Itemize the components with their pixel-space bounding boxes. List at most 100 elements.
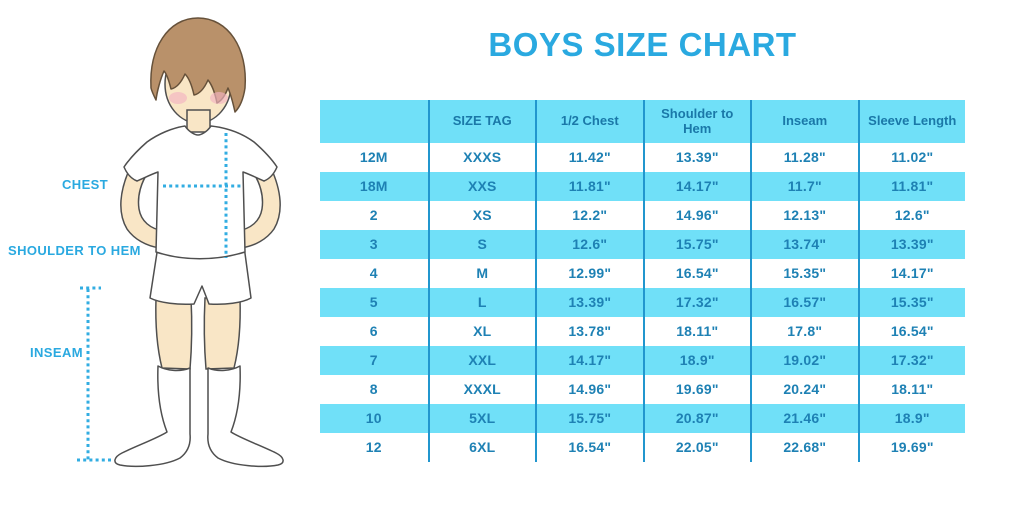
table-cell: 12M (359, 149, 388, 166)
table-cell: 18M (359, 178, 388, 195)
table-cell: 22.68" (750, 433, 858, 462)
table-cell: 18.9" (857, 404, 966, 433)
right-sock-shape (207, 365, 284, 468)
shorts-shape (149, 245, 252, 305)
table-cell: 10 (365, 410, 382, 427)
table-cell: 12.2" (535, 201, 643, 230)
table-row: 12 6XL 16.54" 22.05" 22.68" 19.69" (320, 433, 965, 462)
hair-shape (150, 17, 247, 113)
table-row: 3 S 12.6" 15.75" 13.74" 13.39" (320, 230, 965, 259)
table-row: 8 XXXL 14.96" 19.69" 20.24" 18.11" (320, 375, 965, 404)
table-cell: 19.69" (642, 375, 751, 404)
left-leg-shape (155, 297, 193, 370)
table-cell: 15.75" (642, 230, 751, 259)
right-leg-shape (203, 297, 241, 370)
table-row: 12M XXXS 11.42" 13.39" 11.28" 11.02" (320, 143, 965, 172)
table-cell: 18.9" (642, 346, 751, 375)
table-cell: 3 (369, 236, 378, 253)
table-cell: 20.87" (642, 404, 751, 433)
table-cell: 15.35" (857, 288, 966, 317)
table-cell: 16.54" (535, 433, 643, 462)
table-cell: 11.7" (750, 172, 858, 201)
table-cell: 18.11" (642, 317, 751, 346)
table-cell: 12.6" (535, 230, 643, 259)
table-cell: 7 (369, 352, 378, 369)
table-cell: 8 (369, 381, 378, 398)
table-cell: 16.54" (642, 259, 751, 288)
table-cell: 11.81" (857, 172, 966, 201)
shoulder-to-hem-label: SHOULDER TO HEM (8, 243, 141, 258)
table-cell: XL (427, 317, 536, 346)
tshirt-shape (123, 125, 278, 260)
table-row: 18M XXS 11.81" 14.17" 11.7" 11.81" (320, 172, 965, 201)
table-cell: 14.17" (857, 259, 966, 288)
table-cell: 14.96" (535, 375, 643, 404)
left-cheek-blush (169, 92, 187, 104)
table-row: 6 XL 13.78" 18.11" 17.8" 16.54" (320, 317, 965, 346)
table-cell: 14.17" (535, 346, 643, 375)
measurement-figure: CHEST SHOULDER TO HEM INSEAM (0, 0, 320, 512)
table-cell: 19.69" (857, 433, 966, 462)
table-cell: 17.32" (642, 288, 751, 317)
table-cell: 17.8" (750, 317, 858, 346)
table-row: 5 L 13.39" 17.32" 16.57" 15.35" (320, 288, 965, 317)
table-cell: 5 (369, 294, 378, 311)
table-cell: 11.28" (750, 143, 858, 172)
table-cell: XXS (427, 172, 536, 201)
table-cell: 13.39" (642, 143, 751, 172)
column-header-age (320, 100, 428, 143)
table-row: 2 XS 12.2" 14.96" 12.13" 12.6" (320, 201, 965, 230)
table-cell: XXXS (427, 143, 536, 172)
table-cell: 13.78" (535, 317, 643, 346)
table-cell: 13.74" (750, 230, 858, 259)
table-cell: 5XL (427, 404, 536, 433)
column-header-size-tag: SIZE TAG (427, 100, 536, 143)
table-cell: 12.99" (535, 259, 643, 288)
table-header-row: SIZE TAG 1/2 Chest Shoulder to Hem Insea… (320, 100, 965, 143)
table-cell: 14.17" (642, 172, 751, 201)
table-cell: XXXL (427, 375, 536, 404)
column-header-inseam: Inseam (750, 100, 858, 143)
table-cell: S (427, 230, 536, 259)
table-cell: M (427, 259, 536, 288)
table-cell: XS (427, 201, 536, 230)
table-cell: 16.57" (750, 288, 858, 317)
size-table: SIZE TAG 1/2 Chest Shoulder to Hem Insea… (320, 100, 965, 462)
table-cell: 21.46" (750, 404, 858, 433)
table-cell: 12.6" (857, 201, 966, 230)
inseam-label: INSEAM (30, 345, 83, 360)
table-cell: 12.13" (750, 201, 858, 230)
table-cell: 17.32" (857, 346, 966, 375)
table-cell: 2 (369, 207, 378, 224)
table-cell: XXL (427, 346, 536, 375)
table-body: 12M XXXS 11.42" 13.39" 11.28" 11.02" 18M XXS 11.… (320, 143, 965, 462)
neck-shape (186, 109, 211, 133)
table-row: 10 5XL 15.75" 20.87" 21.46" 18.9" (320, 404, 965, 433)
table-cell: 4 (369, 265, 378, 282)
table-cell: 18.11" (857, 375, 966, 404)
table-cell: 11.42" (535, 143, 643, 172)
table-cell: 11.81" (535, 172, 643, 201)
column-header-sleeve-length: Sleeve Length (857, 100, 966, 143)
table-cell: 15.75" (535, 404, 643, 433)
table-cell: 15.35" (750, 259, 858, 288)
table-cell: 14.96" (642, 201, 751, 230)
chest-label: CHEST (62, 177, 109, 192)
table-cell: 13.39" (535, 288, 643, 317)
column-header-shoulder-to-hem: Shoulder to Hem (642, 100, 751, 143)
table-cell: 13.39" (857, 230, 966, 259)
table-cell: L (427, 288, 536, 317)
table-cell: 20.24" (750, 375, 858, 404)
table-cell: 16.54" (857, 317, 966, 346)
table-row: 7 XXL 14.17" 18.9" 19.02" 17.32" (320, 346, 965, 375)
right-cheek-blush (210, 92, 228, 104)
table-cell: 11.02" (857, 143, 966, 172)
page-title: BOYS SIZE CHART (488, 26, 797, 63)
table-cell: 22.05" (642, 433, 751, 462)
table-cell: 19.02" (750, 346, 858, 375)
table-cell: 6XL (427, 433, 536, 462)
column-header-half-chest: 1/2 Chest (535, 100, 643, 143)
boy-figure-illustration (77, 17, 284, 468)
table-cell: 6 (369, 323, 378, 340)
